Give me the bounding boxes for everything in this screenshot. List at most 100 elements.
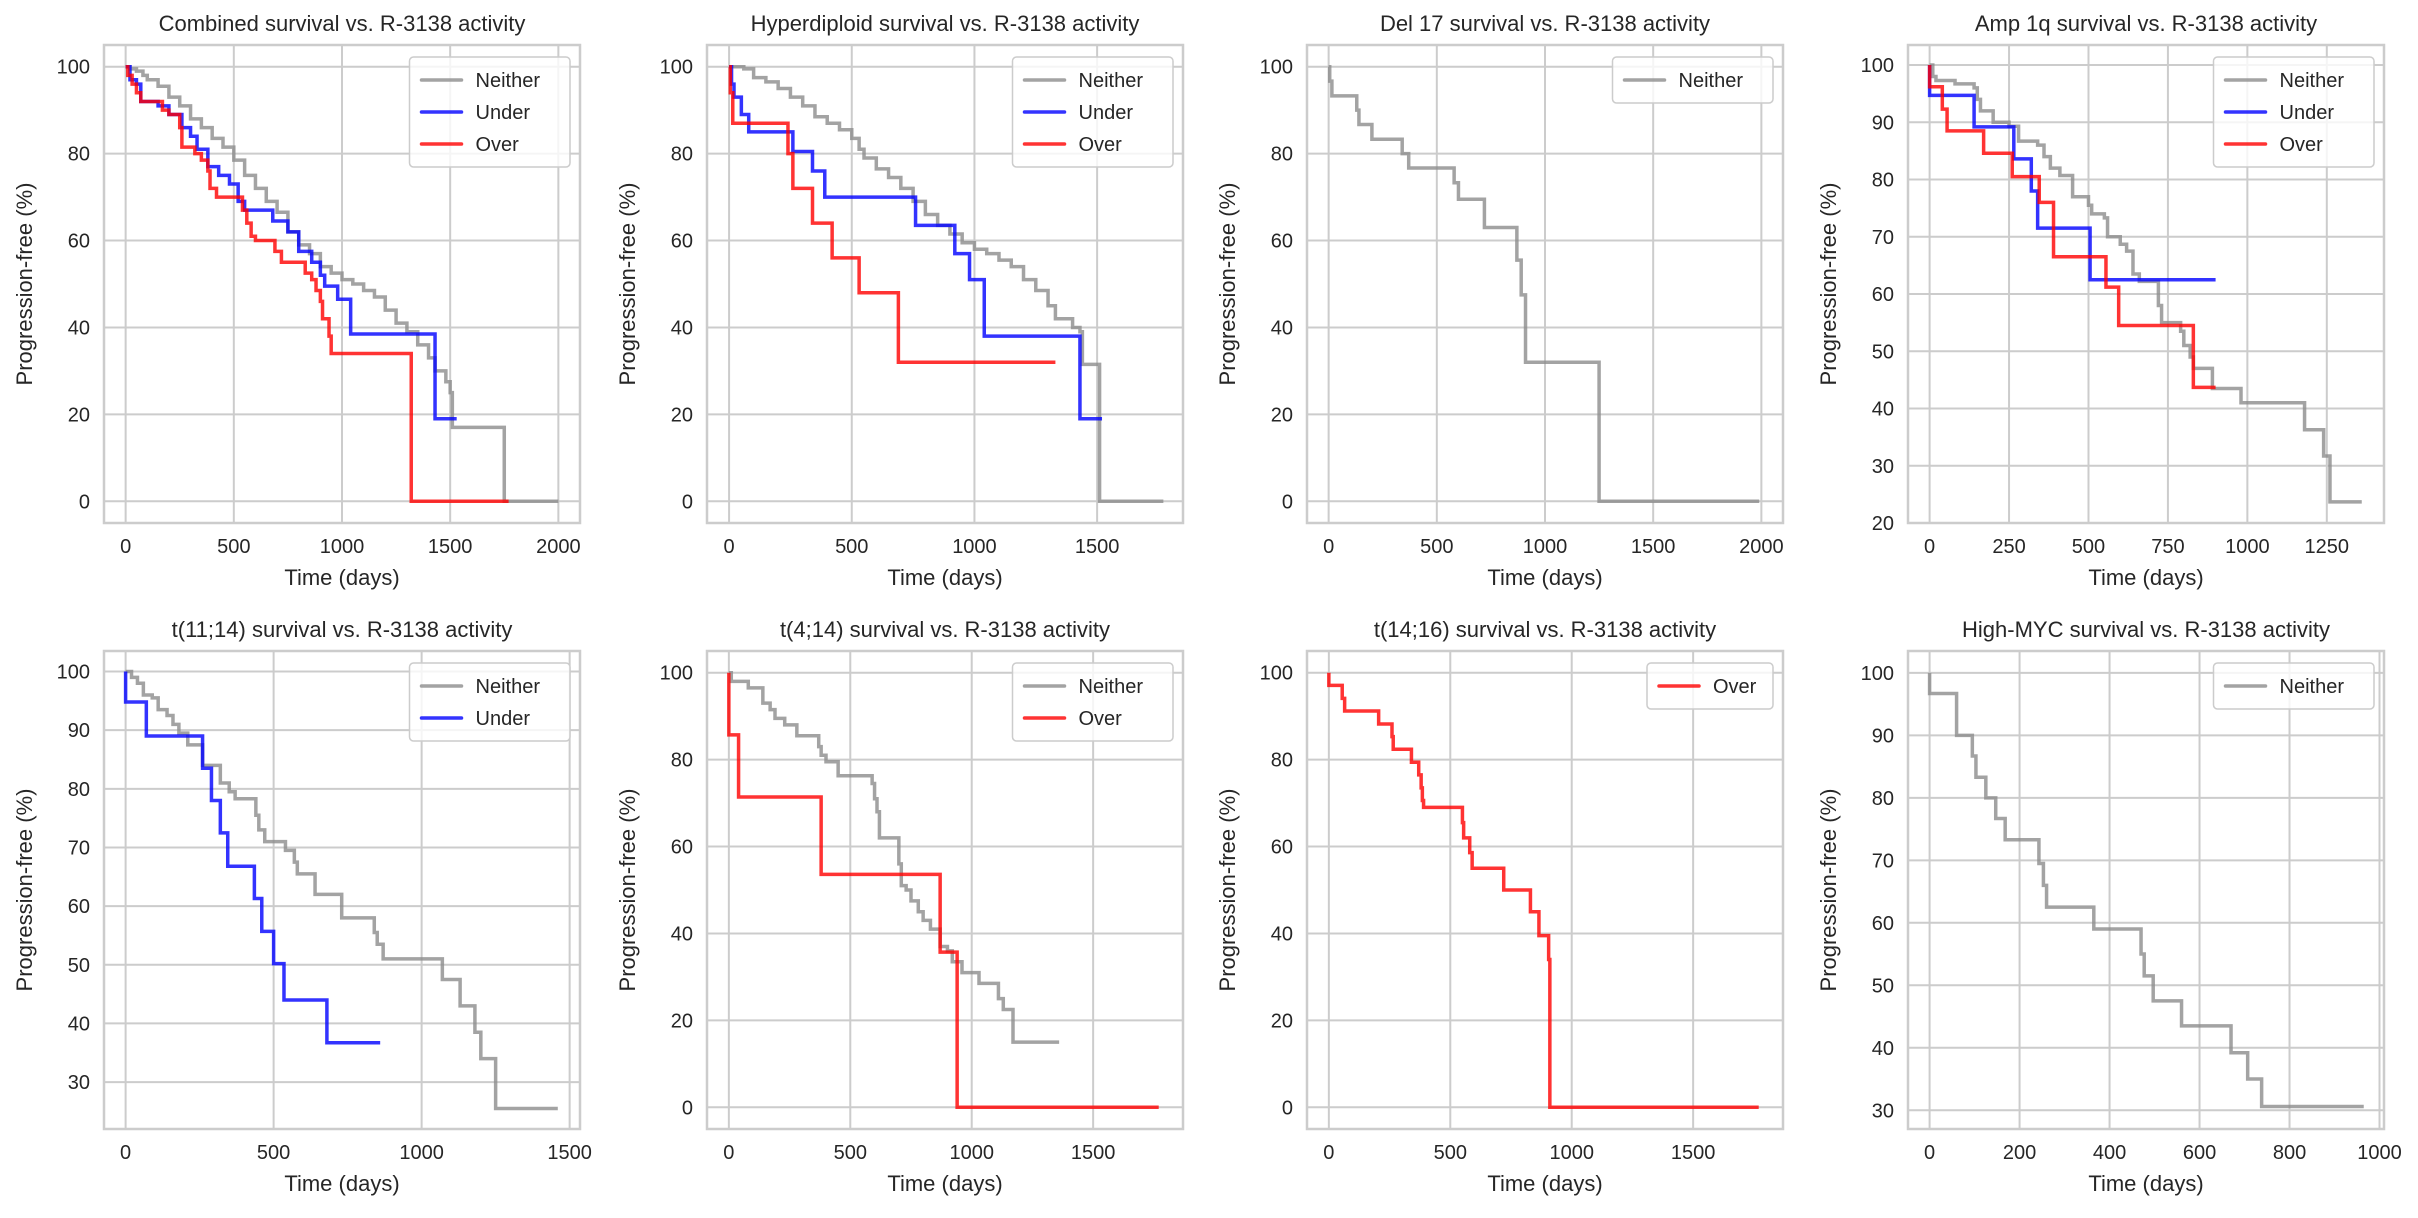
y-tick-label: 80: [68, 779, 90, 801]
y-tick-label: 0: [1282, 491, 1293, 513]
y-tick-label: 40: [671, 923, 693, 945]
legend-label: Neither: [2280, 676, 2345, 698]
y-tick-label: 80: [671, 144, 693, 166]
subplot-hyperdiploid: 0 500 1000 1500 0 20 40 60 80 100 Hyperdiploid sur…: [615, 11, 1185, 590]
x-tick-label: 250: [1992, 536, 2025, 558]
x-tick-label: 1000: [2357, 1142, 2402, 1164]
x-tick-label: 1000: [949, 1142, 994, 1164]
series-line-over: [1927, 65, 2216, 390]
subplot-t-4-14: 0 500 1000 1500 0 20 40 60 80 100 t(4;14) survival…: [615, 617, 1185, 1196]
axes-frame: [1906, 649, 2386, 1131]
x-tick-label: 400: [2093, 1142, 2126, 1164]
series-line-neither: [125, 669, 558, 1111]
x-tick-label: 1000: [952, 536, 997, 558]
y-tick-label: 20: [1271, 404, 1293, 426]
legend: Over: [1646, 662, 1774, 710]
plot-area: [1908, 651, 2384, 1129]
legend-item-under: Under: [419, 102, 530, 124]
chart-title: Amp 1q survival vs. R-3138 activity: [1975, 11, 2317, 36]
y-tick-label: 40: [1271, 923, 1293, 945]
legend-item-neither: Neither: [2223, 676, 2345, 698]
y-tick-label: 100: [57, 662, 90, 684]
subplot-combined: 0 500 1000 1500 2000 0 20 40 60 80 100 Combined sur…: [12, 11, 582, 590]
legend-item-neither: Neither: [2223, 70, 2344, 92]
series-line-neither: [728, 670, 1060, 1044]
x-tick-label: 1500: [1075, 536, 1120, 558]
y-tick-label: 50: [68, 955, 90, 977]
x-tick-label: 0: [1323, 536, 1334, 558]
chart-title: Del 17 survival vs. R-3138 activity: [1380, 11, 1710, 36]
legend-box: [2212, 662, 2375, 710]
axes-frame: [1305, 649, 1785, 1131]
x-tick-label: 500: [217, 536, 250, 558]
legend-item-under: Under: [419, 708, 531, 730]
legend-label: Neither: [1079, 676, 1144, 698]
y-tick-label: 20: [1872, 513, 1894, 535]
x-axis-label: Time (days): [887, 1171, 1002, 1196]
legend-item-over: Over: [2223, 134, 2324, 156]
legend: Neither Under Over: [408, 56, 571, 168]
y-tick-label: 20: [671, 1010, 693, 1032]
legend-item-under: Under: [1022, 102, 1133, 124]
legend: Neither Under: [408, 662, 571, 742]
series-line-under: [125, 64, 457, 421]
chart-title: t(4;14) survival vs. R-3138 activity: [780, 617, 1110, 642]
legend-box: [1011, 662, 1174, 742]
y-tick-label: 80: [1872, 170, 1894, 192]
legend-label: Under: [476, 708, 531, 730]
legend-box: [1611, 56, 1774, 104]
chart-title: High-MYC survival vs. R-3138 activity: [1962, 617, 2330, 642]
subplot-t-14-16: 0 500 1000 1500 0 20 40 60 80 100 t(14;16) surviva…: [1215, 617, 1785, 1196]
x-tick-label: 750: [2151, 536, 2184, 558]
y-tick-label: 20: [68, 404, 90, 426]
y-axis-label: Progression-free (%): [1215, 183, 1240, 386]
series-line-under: [1927, 65, 2216, 282]
y-tick-label: 60: [1872, 284, 1894, 306]
y-axis-label: Progression-free (%): [615, 789, 640, 992]
series-line-neither: [1327, 64, 1760, 504]
legend-label: Over: [476, 134, 520, 156]
legend: Neither Over: [1011, 662, 1174, 742]
y-tick-label: 90: [1872, 112, 1894, 134]
x-tick-label: 1000: [1549, 1142, 1594, 1164]
x-tick-label: 500: [257, 1142, 290, 1164]
x-tick-label: 1000: [320, 536, 365, 558]
y-tick-label: 60: [68, 231, 90, 253]
y-tick-label: 20: [1271, 1010, 1293, 1032]
legend-item-neither: Neither: [1622, 70, 1743, 92]
y-axis-label: Progression-free (%): [1816, 789, 1841, 992]
x-axis-label: Time (days): [887, 565, 1002, 590]
x-tick-label: 1000: [2225, 536, 2270, 558]
legend-box: [1011, 56, 1174, 168]
legend-item-over: Over: [1022, 708, 1122, 730]
legend-item-neither: Neither: [1022, 676, 1144, 698]
y-tick-label: 40: [1271, 317, 1293, 339]
y-tick-label: 100: [1861, 663, 1894, 685]
legend-item-neither: Neither: [1022, 70, 1143, 92]
y-axis-label: Progression-free (%): [12, 789, 37, 992]
legend-box: [408, 662, 571, 742]
axes-frame: [1906, 43, 2386, 525]
x-tick-label: 1000: [399, 1142, 444, 1164]
x-axis-label: Time (days): [1487, 1171, 1602, 1196]
x-tick-label: 0: [120, 536, 131, 558]
y-tick-label: 100: [57, 57, 90, 79]
y-axis-label: Progression-free (%): [1816, 183, 1841, 386]
y-tick-label: 90: [1872, 725, 1894, 747]
y-tick-label: 60: [68, 896, 90, 918]
series-line-neither: [1929, 63, 2362, 504]
legend-label: Neither: [476, 70, 541, 92]
chart-title: Combined survival vs. R-3138 activity: [159, 11, 526, 36]
axes-frame: [1305, 43, 1785, 525]
y-tick-label: 40: [1872, 399, 1894, 421]
y-tick-label: 90: [68, 720, 90, 742]
x-tick-label: 500: [1420, 536, 1453, 558]
legend-label: Over: [2280, 134, 2324, 156]
subplot-t-11-14: 0 500 1000 1500 30 40 50 60 70 80 90 100 t(11;14) su…: [12, 617, 592, 1196]
x-tick-label: 1500: [547, 1142, 592, 1164]
series-line-over: [1327, 672, 1759, 1110]
x-tick-label: 500: [2072, 536, 2105, 558]
legend-box: [2212, 56, 2375, 168]
legend: Neither Under Over: [1011, 56, 1174, 168]
